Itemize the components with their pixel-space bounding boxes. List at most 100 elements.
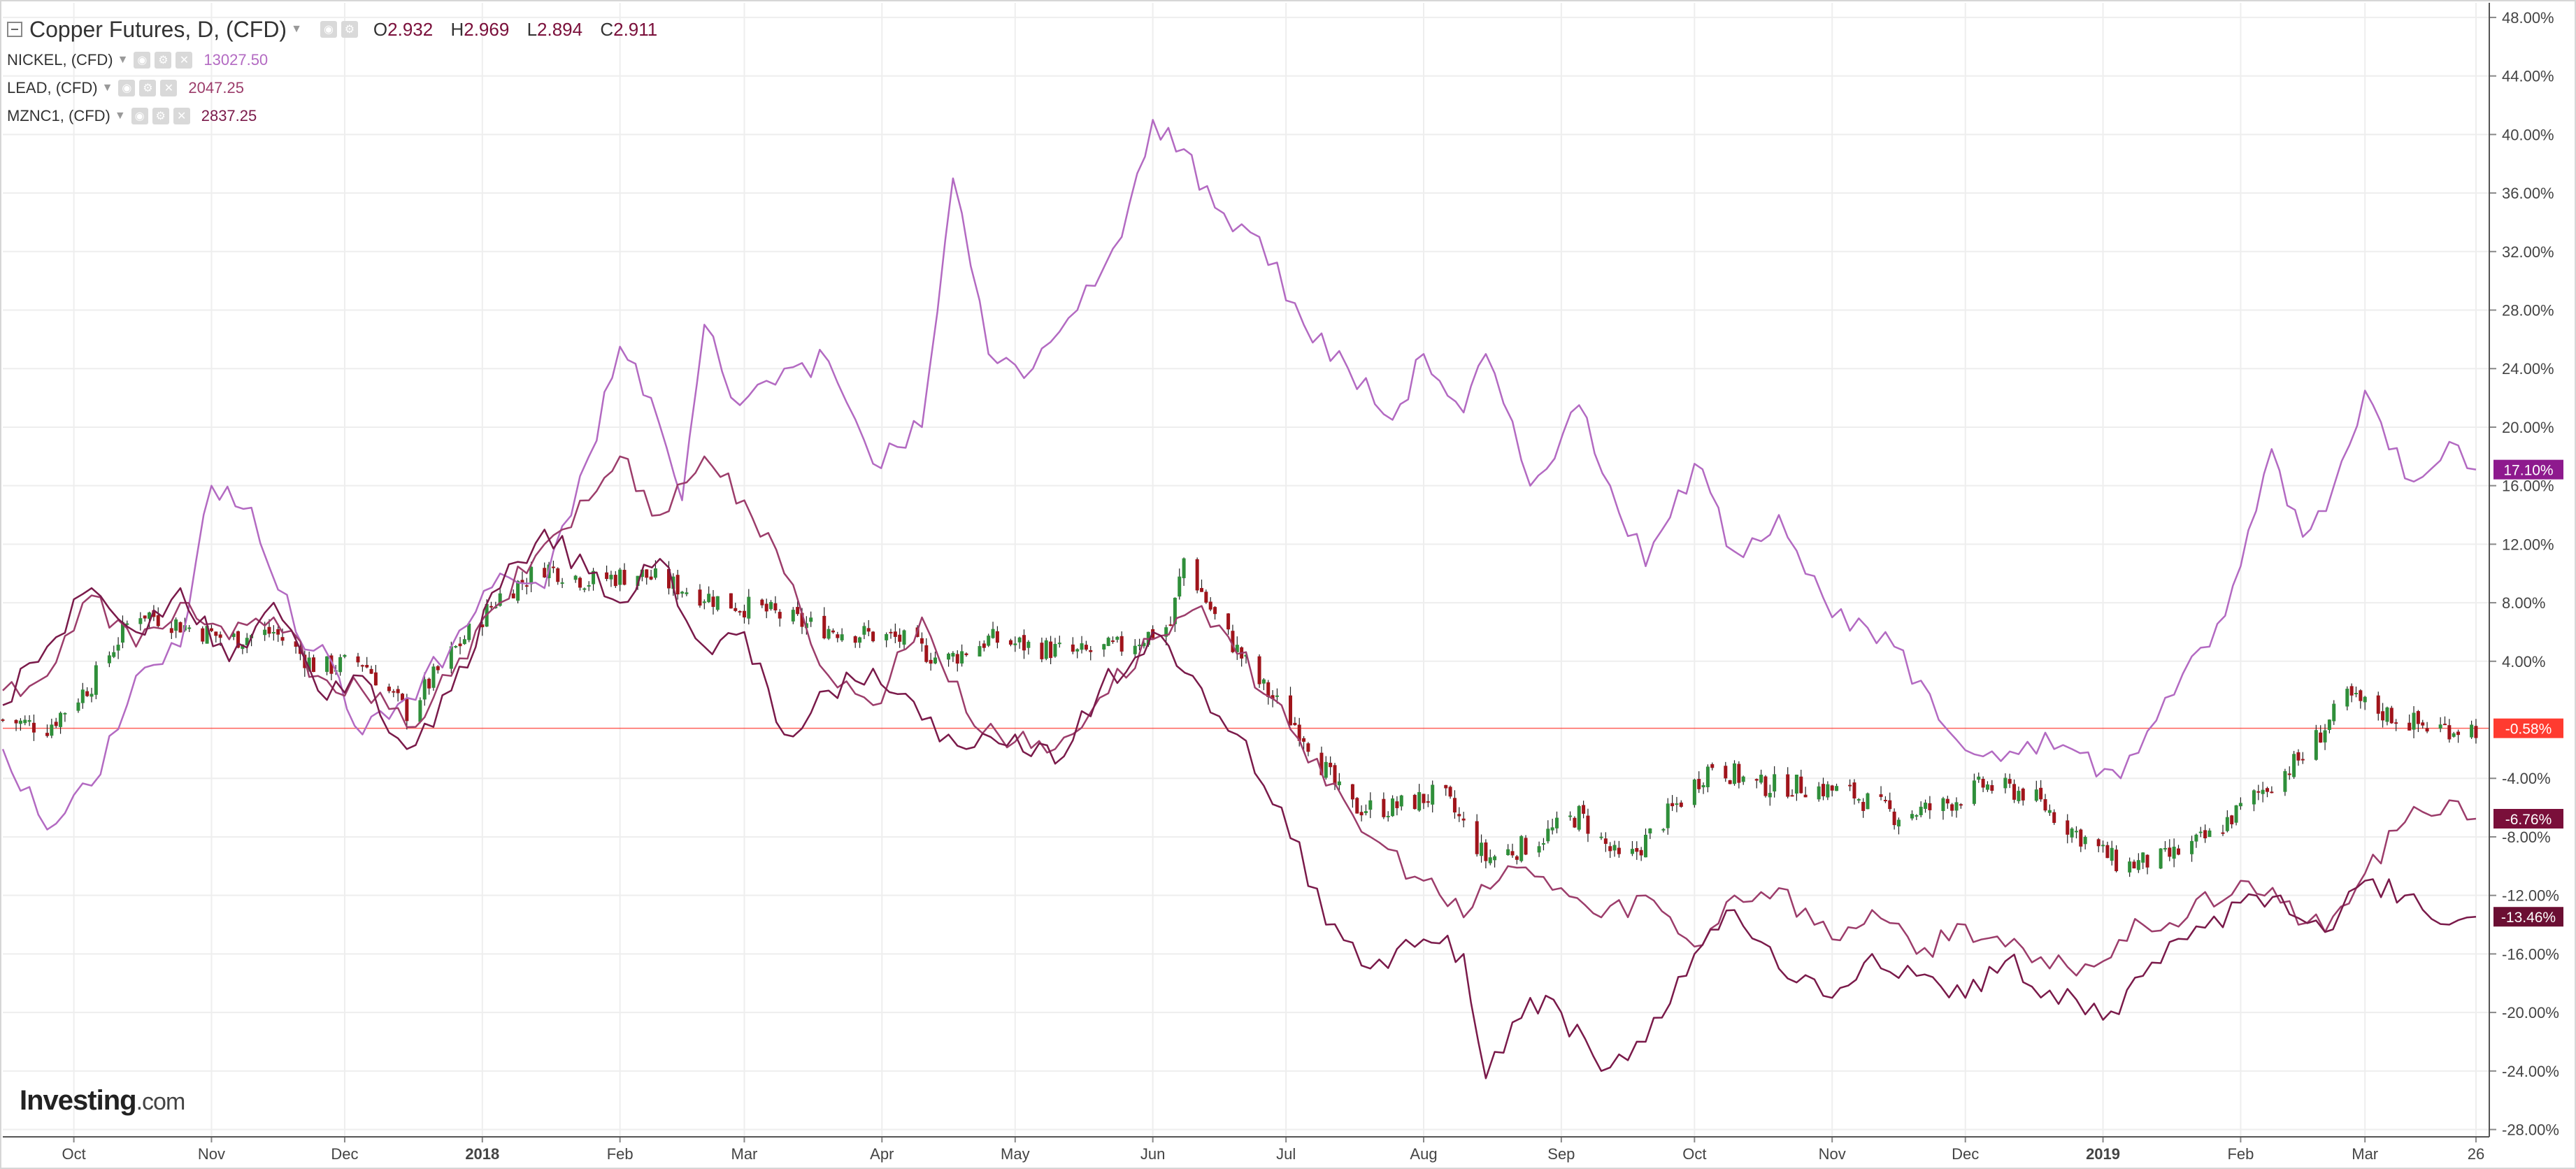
chevron-down-icon[interactable]: ▼ bbox=[117, 54, 129, 66]
candle-up bbox=[1235, 645, 1239, 652]
candle-down bbox=[773, 603, 778, 611]
candle-down bbox=[920, 638, 924, 644]
candle-up bbox=[2225, 817, 2229, 831]
candle-up bbox=[245, 638, 249, 645]
visibility-icon[interactable]: ◉ bbox=[134, 52, 151, 69]
candle-up bbox=[2141, 852, 2145, 863]
candle-up bbox=[2412, 712, 2416, 730]
candle-down bbox=[734, 608, 738, 611]
legend-item-name[interactable]: LEAD, (CFD) bbox=[7, 79, 98, 96]
legend-item-name[interactable]: NICKEL, (CFD) bbox=[7, 51, 113, 69]
candle-down bbox=[2376, 695, 2380, 714]
main-series-title[interactable]: Copper Futures, D, (CFD) bbox=[29, 16, 287, 42]
ohlc-readout: O2.932 H2.969 L2.894 C2.911 bbox=[373, 18, 658, 40]
candle-up bbox=[1017, 637, 1022, 643]
candle-down bbox=[520, 580, 524, 582]
candle-down bbox=[1452, 798, 1457, 813]
candle-down bbox=[1289, 695, 1292, 726]
candle-up bbox=[1182, 558, 1186, 578]
candle-down bbox=[201, 628, 205, 642]
candle-down bbox=[2456, 731, 2461, 736]
candle-down bbox=[169, 628, 173, 633]
close-icon[interactable]: ✕ bbox=[173, 108, 190, 124]
candle-up bbox=[1488, 857, 1492, 863]
candle-down bbox=[218, 634, 222, 638]
visibility-icon[interactable]: ◉ bbox=[320, 21, 337, 38]
candle-up bbox=[338, 657, 343, 673]
candle-down bbox=[1, 719, 5, 722]
candle-up bbox=[1133, 645, 1137, 654]
settings-icon[interactable]: ⚙ bbox=[155, 52, 172, 69]
candle-down bbox=[605, 572, 609, 580]
series-value-tag: -6.76% bbox=[2493, 809, 2563, 829]
candle-down bbox=[2079, 829, 2083, 847]
x-tick-label: Aug bbox=[1410, 1145, 1437, 1163]
candle-down bbox=[1208, 601, 1212, 610]
candle-up bbox=[231, 633, 236, 638]
candle-up bbox=[2283, 770, 2287, 792]
candle-up bbox=[1568, 815, 1573, 817]
visibility-icon[interactable]: ◉ bbox=[131, 108, 148, 124]
candle-down bbox=[427, 678, 431, 689]
chevron-down-icon[interactable]: ▼ bbox=[114, 110, 126, 122]
candle-down bbox=[2474, 726, 2478, 738]
candle-up bbox=[2128, 861, 2132, 873]
candle-up bbox=[1924, 803, 1928, 809]
candle-up bbox=[125, 623, 129, 625]
chevron-down-icon[interactable]: ▼ bbox=[291, 23, 302, 35]
candle-down bbox=[1266, 682, 1271, 697]
settings-icon[interactable]: ⚙ bbox=[341, 21, 358, 38]
candle-up bbox=[1794, 774, 1798, 794]
x-tick-label: May bbox=[1001, 1145, 1030, 1163]
candle-up bbox=[2172, 846, 2176, 859]
candle-down bbox=[1008, 640, 1012, 645]
candle-up bbox=[2354, 693, 2358, 695]
x-tick-label: Mar bbox=[2352, 1145, 2378, 1163]
candle-up bbox=[1817, 786, 1821, 800]
legend-item-name[interactable]: MZNC1, (CFD) bbox=[7, 107, 110, 124]
candle-down bbox=[1737, 763, 1741, 783]
candle-down bbox=[1350, 784, 1354, 800]
candle-up bbox=[529, 566, 534, 584]
collapse-legend-icon[interactable] bbox=[7, 22, 22, 37]
candle-down bbox=[143, 615, 147, 619]
candle-down bbox=[1697, 779, 1701, 789]
candle-up bbox=[2159, 848, 2163, 869]
x-tick-label: Feb bbox=[607, 1145, 634, 1163]
candle-up bbox=[636, 575, 640, 587]
candle-up bbox=[1550, 827, 1554, 831]
close-icon[interactable]: ✕ bbox=[176, 52, 193, 69]
candle-down bbox=[85, 691, 90, 696]
candle-down bbox=[1040, 643, 1044, 659]
candle-up bbox=[1102, 644, 1106, 650]
candle-down bbox=[667, 568, 671, 589]
candle-down bbox=[2177, 848, 2180, 855]
chevron-down-icon[interactable]: ▼ bbox=[101, 82, 113, 94]
close-icon[interactable]: ✕ bbox=[160, 80, 178, 96]
candle-up bbox=[59, 712, 63, 727]
candle-down bbox=[2012, 784, 2017, 800]
candle-down bbox=[2447, 725, 2452, 740]
candle-down bbox=[54, 722, 58, 726]
candle-down bbox=[1724, 766, 1728, 779]
investing-logo: Investing.com bbox=[20, 1085, 185, 1116]
candle-up bbox=[1666, 803, 1670, 829]
candle-down bbox=[698, 589, 702, 606]
candle-up bbox=[271, 632, 276, 634]
candle-down bbox=[924, 645, 929, 662]
settings-icon[interactable]: ⚙ bbox=[139, 80, 157, 96]
candle-down bbox=[1231, 631, 1235, 652]
candle-down bbox=[1333, 765, 1337, 785]
candle-down bbox=[578, 578, 582, 588]
settings-icon[interactable]: ⚙ bbox=[152, 108, 169, 124]
candle-down bbox=[360, 665, 364, 667]
candle-up bbox=[582, 588, 587, 590]
candle-up bbox=[885, 633, 889, 640]
candle-up bbox=[23, 719, 27, 724]
candle-down bbox=[2287, 773, 2291, 775]
candle-up bbox=[809, 617, 813, 622]
visibility-icon[interactable]: ◉ bbox=[118, 80, 136, 96]
candle-up bbox=[1826, 784, 1830, 798]
candle-down bbox=[2039, 787, 2043, 800]
